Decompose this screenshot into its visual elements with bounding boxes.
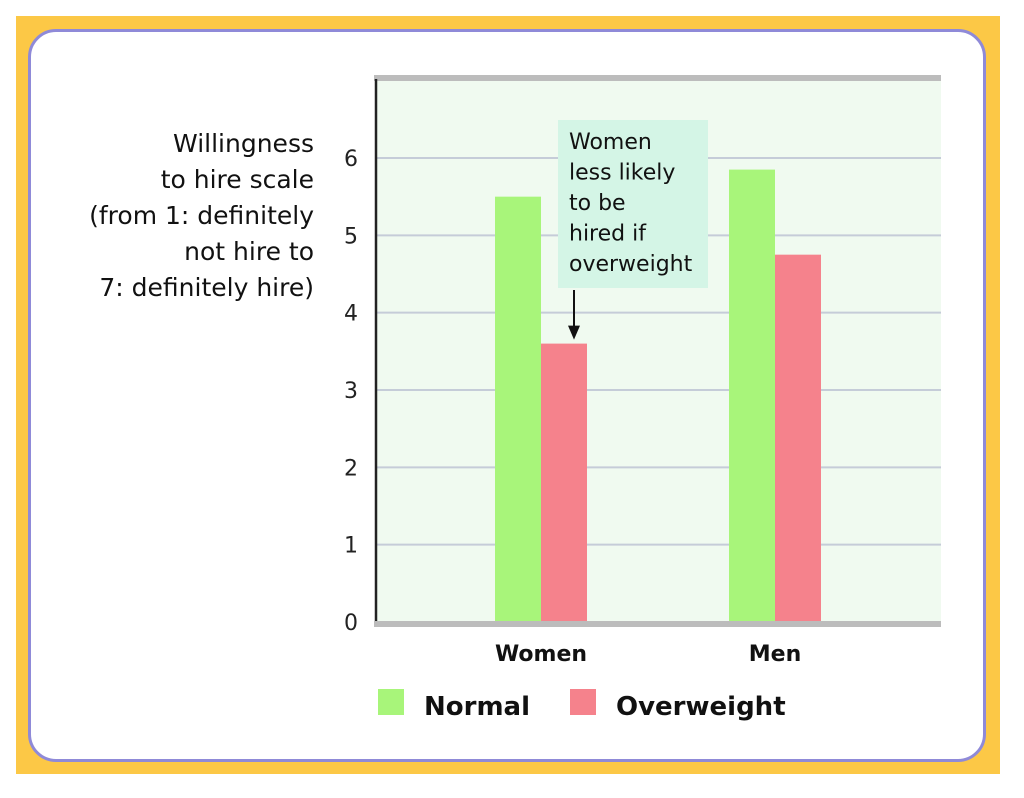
annotation-box (558, 120, 708, 288)
y-tick-label: 4 (344, 302, 358, 327)
annotation-text-line: less likely (569, 161, 675, 186)
bar-normal-men (729, 169, 775, 622)
y-tick-label: 2 (344, 456, 358, 481)
annotation-text-line: overweight (569, 252, 693, 277)
annotation-arrow-head (568, 325, 580, 340)
legend-label-normal: Normal (424, 692, 530, 722)
y-tick-label: 1 (344, 534, 358, 559)
bar-normal-women (495, 196, 541, 622)
y-axis-label-line: (from 1: definitely (89, 201, 314, 230)
plot-top-border (374, 75, 941, 81)
y-axis-label-line: 7: definitely hire) (99, 273, 314, 302)
annotation-text-line: hired if (569, 222, 647, 247)
legend-swatch-normal (378, 689, 404, 715)
legend-label-overweight: Overweight (616, 692, 786, 722)
legend-swatch-overweight (570, 689, 596, 715)
y-tick-label: 0 (344, 611, 358, 636)
y-tick-label: 5 (344, 224, 358, 249)
y-axis-label-line: to hire scale (160, 165, 314, 194)
x-category-label: Men (749, 642, 801, 667)
annotation-text-line: to be (569, 191, 626, 216)
y-tick-label: 3 (344, 379, 358, 404)
y-axis-label-line: not hire to (184, 237, 314, 266)
y-tick-label: 6 (344, 147, 358, 172)
annotation-text-line: Women (569, 130, 652, 155)
x-axis-line (374, 621, 941, 627)
bar-overweight-men (775, 254, 821, 622)
y-axis-label-line: Willingness (173, 129, 314, 158)
y-axis-label: Willingness to hire scale (from 1: defin… (14, 126, 314, 306)
bar-overweight-women (541, 343, 587, 622)
x-category-label: Women (495, 642, 587, 667)
